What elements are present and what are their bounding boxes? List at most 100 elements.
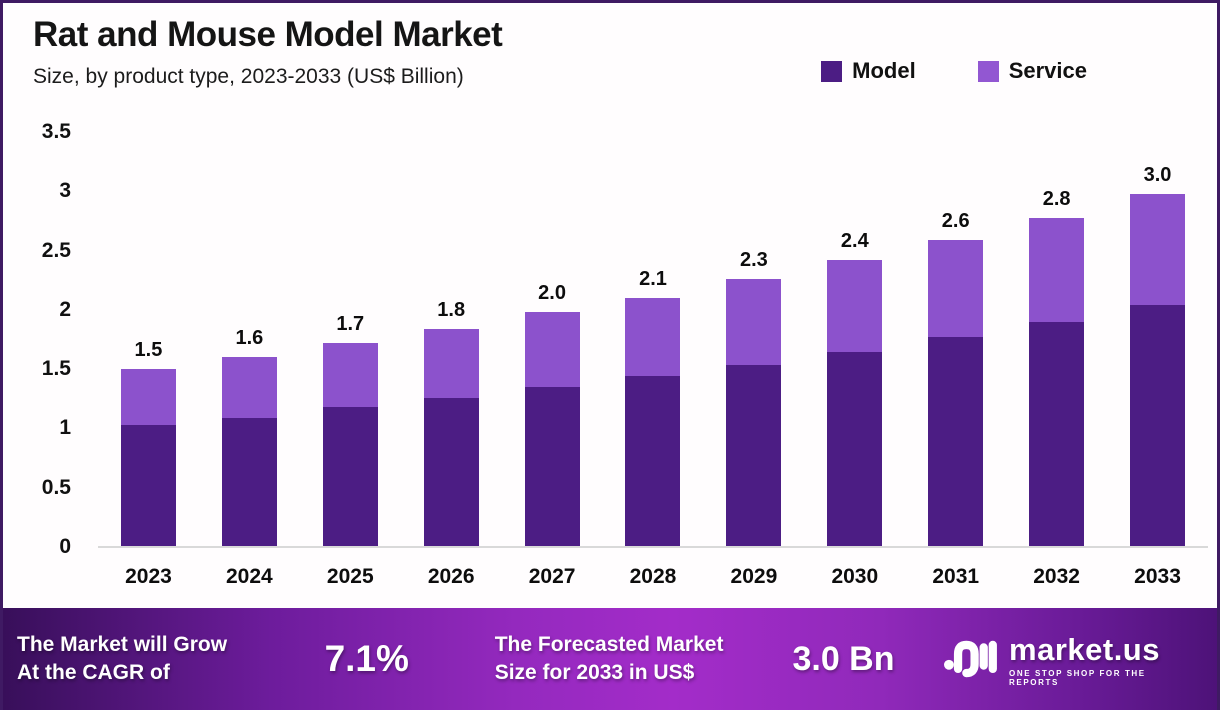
bar-total-label: 1.7: [336, 313, 365, 336]
bar-total-label: 1.5: [134, 339, 163, 362]
x-tick-label: 2031: [932, 565, 980, 588]
stacked-bar: [524, 312, 580, 546]
model-swatch-icon: [821, 60, 843, 82]
bar-total-label: 2.3: [739, 249, 768, 272]
bar-segment-service: [1130, 193, 1186, 306]
market-us-logo-icon: [944, 640, 998, 678]
bar-slot: 2.4: [804, 230, 905, 546]
bar-segment-model: [1029, 321, 1085, 546]
chart-header: Rat and Mouse Model Market Size, by prod…: [33, 15, 503, 89]
bar-slot: 2.6: [905, 210, 1006, 546]
logo-tagline: ONE STOP SHOP FOR THE REPORTS: [1009, 668, 1146, 687]
y-tick-label: 1.5: [41, 357, 71, 381]
bar-segment-service: [322, 343, 378, 408]
bar-total-label: 2.0: [538, 282, 566, 305]
bar-segment-service: [1029, 217, 1085, 322]
y-tick-label: 3: [59, 179, 71, 203]
bar-segment-model: [928, 337, 984, 546]
bar-slot: 1.8: [401, 299, 502, 546]
cagr-label-line1: The Market will Grow: [17, 632, 228, 656]
x-tick-label: 2030: [831, 565, 879, 588]
x-tick-label: 2033: [1134, 565, 1181, 588]
bar-segment-model: [625, 376, 681, 546]
x-tick-label: 2026: [427, 565, 475, 588]
stacked-bar: [120, 369, 176, 546]
page-title: Rat and Mouse Model Market: [33, 15, 503, 54]
bar-segment-service: [827, 260, 883, 352]
x-tick-label: 2025: [326, 565, 374, 588]
stacked-bar: [726, 279, 782, 546]
x-tick-label: 2029: [730, 565, 778, 588]
bar-segment-model: [827, 351, 883, 546]
stacked-bar: [1029, 217, 1085, 546]
x-tick-label: 2027: [528, 565, 576, 588]
bar-total-label: 1.8: [437, 299, 466, 322]
cagr-label: The Market will Grow At the CAGR of: [17, 631, 297, 688]
bar-total-label: 3.0: [1143, 163, 1172, 186]
legend-item-service: Service: [977, 58, 1087, 84]
bar-segment-service: [625, 298, 681, 377]
bar-segment-service: [928, 240, 984, 338]
stacked-bar: [928, 240, 984, 546]
bar-total-label: 1.6: [235, 327, 264, 350]
bar-segment-model: [423, 397, 479, 546]
cagr-label-line2: At the CAGR of: [17, 661, 170, 684]
x-tick-label: 2032: [1033, 565, 1080, 588]
forecast-label-line1: The Forecasted Market: [494, 632, 724, 656]
bar-slot: 2.3: [703, 249, 804, 546]
stacked-bar: [423, 329, 479, 546]
bar-segment-model: [524, 387, 580, 546]
bottom-banner: The Market will Grow At the CAGR of 7.1%…: [3, 608, 1217, 710]
x-axis: 2023 2024 2025 2026 2027 2028 2029 2030 2031 2032…: [98, 565, 1208, 589]
y-axis: 3.5 3 2.5 2 1.5 1 0.5 0: [3, 120, 89, 558]
legend-label-service: Service: [1008, 58, 1087, 83]
market-us-logo: market.us ONE STOP SHOP FOR THE REPORTS: [944, 632, 1189, 687]
bar-segment-service: [726, 279, 782, 365]
x-tick-label: 2023: [125, 565, 172, 588]
bar-total-label: 2.4: [840, 230, 869, 253]
cagr-value: 7.1%: [324, 638, 409, 679]
y-tick-label: 2: [59, 297, 71, 321]
bar-segment-model: [1130, 305, 1186, 546]
logo-text: market.us: [1009, 631, 1160, 667]
bar-segment-service: [120, 369, 176, 426]
y-tick-label: 0: [59, 535, 71, 558]
forecast-label: The Forecasted Market Size for 2033 in U…: [495, 631, 789, 688]
plot-area: 1.5 1.6 1.7 1.8 2.0 2.1 2.3 2.4 2.6 2.8 3.0: [98, 133, 1208, 548]
bar-slot: 2.8: [1006, 188, 1107, 546]
forecast-label-line2: Size for 2033 in US$: [494, 661, 695, 684]
bar-total-label: 2.8: [1042, 187, 1071, 210]
y-tick-label: 1: [59, 416, 71, 440]
bar-slot: 1.7: [300, 313, 401, 546]
forecast-value: 3.0 Bn: [792, 639, 895, 678]
bar-segment-model: [726, 364, 782, 546]
bar-segment-model: [322, 407, 378, 546]
bar-total-label: 2.1: [639, 268, 667, 291]
chart-legend: Model Service: [821, 58, 1087, 84]
bar-segment-model: [120, 425, 176, 546]
stacked-bar: [221, 357, 277, 546]
bar-slot: 2.0: [502, 282, 603, 546]
stacked-bar: [827, 260, 883, 546]
bar-segment-service: [221, 357, 277, 418]
y-tick-label: 2.5: [41, 238, 71, 262]
y-tick-label: 0.5: [41, 475, 71, 499]
service-swatch-icon: [977, 60, 999, 82]
logo-text-wrap: market.us ONE STOP SHOP FOR THE REPORTS: [1009, 632, 1189, 687]
page-subtitle: Size, by product type, 2023-2033 (US$ Bi…: [33, 65, 464, 88]
bar-segment-service: [524, 312, 580, 388]
bar-slot: 1.6: [199, 327, 300, 546]
y-tick-label: 3.5: [41, 120, 71, 143]
x-tick-label: 2028: [629, 565, 677, 588]
bar-total-label: 2.6: [941, 210, 970, 233]
stacked-bar: [625, 298, 681, 546]
legend-item-model: Model: [821, 58, 916, 84]
bar-segment-service: [423, 329, 479, 398]
bar-slot: 3.0: [1107, 164, 1208, 546]
stacked-bar: [1130, 193, 1186, 546]
legend-label-model: Model: [852, 58, 916, 83]
x-tick-label: 2024: [226, 565, 273, 588]
bar-slot: 1.5: [98, 339, 199, 546]
stacked-bar: [322, 343, 378, 546]
